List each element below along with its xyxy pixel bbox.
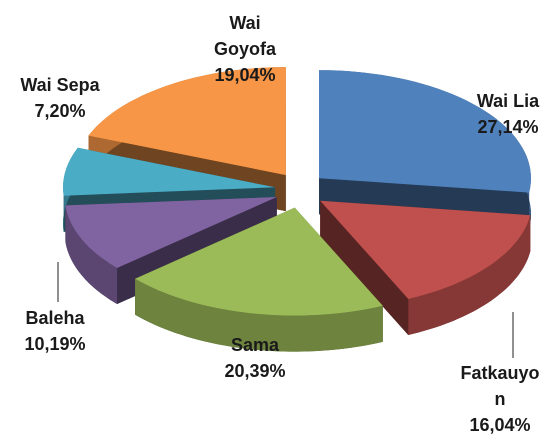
data-label: Wai Lia 27,14% — [448, 88, 559, 140]
slice-top — [88, 67, 286, 176]
data-label: Baleha 10,19% — [0, 305, 115, 357]
label-value: 19,04% — [214, 65, 276, 85]
data-label: Sama 20,39% — [195, 332, 315, 384]
label-value: 16,04% — [469, 415, 531, 435]
label-name: Wai Goyofa — [213, 13, 276, 59]
label-value: 10,19% — [24, 334, 86, 354]
slice-top — [320, 200, 531, 299]
slice-top — [63, 147, 276, 196]
slice-side — [135, 278, 383, 352]
label-name: Wai Lia — [476, 91, 540, 111]
data-label: Wai Goyofa 19,04% — [203, 10, 287, 88]
slice-wall — [320, 200, 409, 335]
label-value: 7,20% — [34, 101, 86, 121]
slice — [135, 207, 383, 352]
slice — [320, 200, 531, 335]
label-name: Fatkauyon — [460, 363, 540, 409]
label-value: 20,39% — [224, 361, 286, 381]
slice-top — [65, 197, 277, 268]
slice-side — [65, 205, 118, 304]
label-name: Baleha — [25, 308, 85, 328]
label-value: 27,14% — [477, 117, 539, 137]
data-label: Fatkauyon 16,04% — [456, 360, 544, 438]
slice-top — [319, 70, 531, 193]
label-name: Sama — [230, 335, 280, 355]
data-label: Wai Sepa 7,20% — [0, 72, 120, 124]
label-name: Wai Sepa — [20, 75, 100, 95]
slice-top — [135, 207, 383, 316]
slice-side — [408, 215, 531, 335]
